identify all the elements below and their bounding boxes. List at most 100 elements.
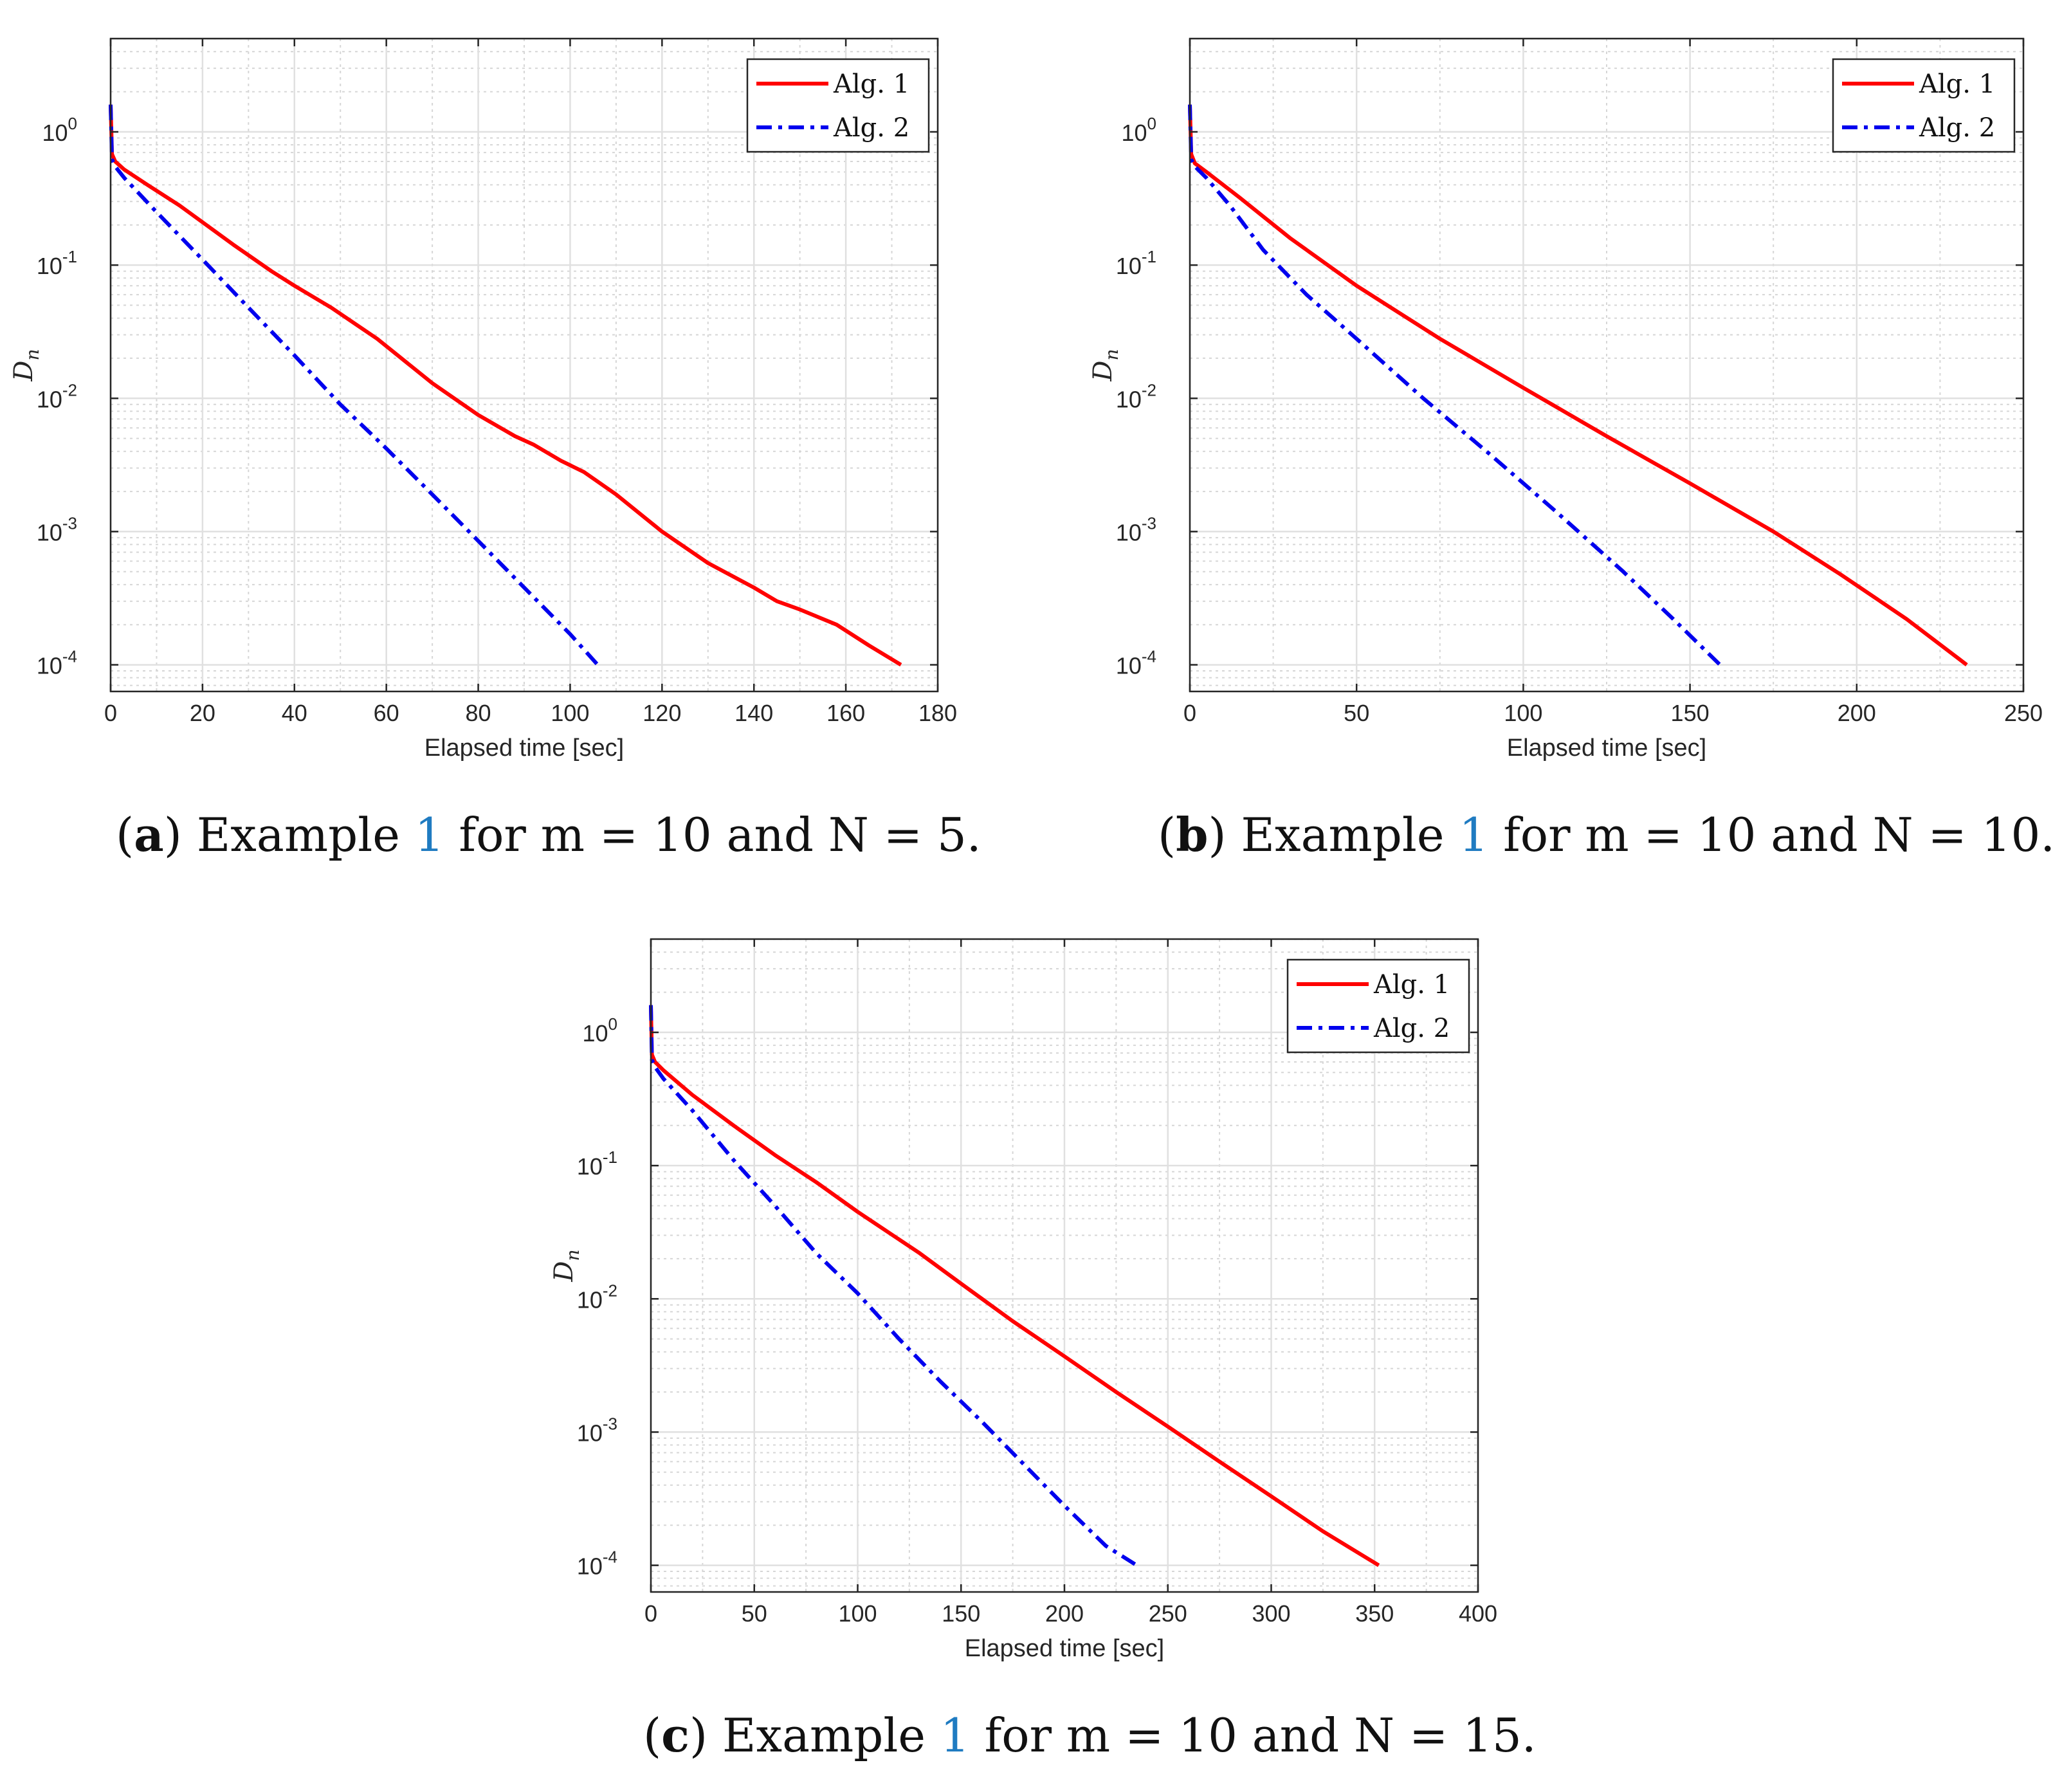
y-tick-label: 10-3 bbox=[37, 513, 77, 545]
x-tick-label: 140 bbox=[735, 700, 773, 726]
legend-label-1: Alg. 1 bbox=[1919, 69, 1995, 99]
x-tick-label: 60 bbox=[374, 700, 399, 726]
series-line-2 bbox=[1188, 104, 1722, 666]
y-tick-exponent: 0 bbox=[68, 114, 77, 133]
y-axis-label: Dn bbox=[1088, 349, 1122, 381]
caption-a: (a) Example 1 for m = 10 and N = 5. bbox=[116, 807, 981, 862]
y-tick-base: 10 bbox=[1116, 253, 1142, 279]
y-tick-label: 10-1 bbox=[1116, 247, 1156, 279]
y-tick-label: 100 bbox=[582, 1014, 617, 1047]
y-tick-exponent: -4 bbox=[62, 647, 77, 666]
caption-a-pre: Example bbox=[196, 808, 400, 862]
legend-box bbox=[746, 58, 930, 153]
y-tick-exponent: -4 bbox=[1142, 647, 1156, 666]
x-tick-label: 150 bbox=[942, 1600, 980, 1627]
y-tick-base: 10 bbox=[37, 386, 62, 412]
legend-label-1: Alg. 1 bbox=[1373, 970, 1450, 1000]
series-line-1 bbox=[649, 1005, 1380, 1568]
x-axis-label: Elapsed time [sec] bbox=[1507, 735, 1706, 762]
caption-b-pre: Example bbox=[1241, 808, 1445, 862]
y-tick-base: 10 bbox=[577, 1420, 603, 1446]
x-tick-label: 50 bbox=[1344, 700, 1369, 726]
y-tick-exponent: -3 bbox=[62, 513, 77, 533]
y-tick-label: 10-1 bbox=[37, 247, 77, 279]
y-tick-exponent: -2 bbox=[62, 380, 77, 399]
legend-label-2: Alg. 2 bbox=[1373, 1014, 1450, 1043]
y-tick-base: 10 bbox=[1116, 653, 1142, 679]
y-tick-exponent: 0 bbox=[608, 1014, 617, 1034]
y-tick-label: 100 bbox=[1121, 114, 1156, 146]
chart-c-svg: 0 50 100 150 200 250 300 350 40010010-110-210-31… bbox=[549, 938, 1497, 1662]
caption-b-post: for m = 10 and N = 10. bbox=[1503, 808, 2053, 862]
x-tick-label: 0 bbox=[644, 1600, 657, 1627]
y-tick-label: 10-3 bbox=[577, 1414, 617, 1446]
y-tick-exponent: -1 bbox=[62, 247, 77, 266]
y-tick-label: 100 bbox=[42, 114, 77, 146]
y-tick-label: 10-3 bbox=[1116, 513, 1156, 545]
y-tick-base: 10 bbox=[582, 1020, 608, 1047]
y-tick-exponent: -2 bbox=[603, 1281, 617, 1300]
y-axis-label: Dn bbox=[9, 349, 43, 381]
legend: Alg. 1 Alg. 2 bbox=[1832, 58, 2016, 153]
y-tick-base: 10 bbox=[1116, 386, 1142, 412]
y-tick-label: 10-4 bbox=[577, 1548, 617, 1580]
x-tick-label: 0 bbox=[104, 700, 117, 726]
x-tick-label: 300 bbox=[1252, 1600, 1290, 1627]
y-tick-exponent: -1 bbox=[603, 1147, 617, 1167]
caption-c-ref-link[interactable]: 1 bbox=[940, 1708, 970, 1762]
x-tick-label: 200 bbox=[1045, 1600, 1084, 1627]
legend: Alg. 1 Alg. 2 bbox=[746, 58, 930, 153]
y-axis-label-main: D bbox=[9, 360, 39, 381]
y-tick-base: 10 bbox=[42, 120, 68, 146]
legend-box bbox=[1286, 958, 1470, 1054]
caption-b: (b) Example 1 for m = 10 and N = 10. bbox=[1158, 807, 2053, 862]
axes-box bbox=[109, 37, 939, 693]
y-tick-label: 10-4 bbox=[37, 647, 77, 679]
x-tick-label: 80 bbox=[466, 700, 491, 726]
y-tick-label: 10-2 bbox=[37, 380, 77, 412]
caption-b-letter: b bbox=[1176, 807, 1209, 862]
x-tick-label: 100 bbox=[1504, 700, 1542, 726]
chart-panel-c: 0 50 100 150 200 250 300 350 400 100 10-1 10-2 10-3 1… bbox=[540, 901, 1544, 1762]
x-tick-label: 200 bbox=[1838, 700, 1876, 726]
legend: Alg. 1 Alg. 2 bbox=[1286, 958, 1470, 1054]
caption-c-post: for m = 10 and N = 15. bbox=[984, 1708, 1537, 1762]
y-axis-label: Dn bbox=[549, 1249, 583, 1282]
x-tick-label: 20 bbox=[190, 700, 215, 726]
x-tick-label: 400 bbox=[1459, 1600, 1497, 1627]
y-tick-base: 10 bbox=[37, 519, 62, 545]
x-tick-label: 100 bbox=[551, 700, 589, 726]
y-tick-exponent: -3 bbox=[603, 1414, 617, 1433]
x-axis-label: Elapsed time [sec] bbox=[424, 735, 624, 762]
caption-a-letter: a bbox=[134, 807, 164, 862]
x-tick-label: 180 bbox=[918, 700, 957, 726]
x-tick-label: 120 bbox=[643, 700, 681, 726]
series-line-1 bbox=[109, 104, 902, 667]
legend-label-1: Alg. 1 bbox=[833, 69, 909, 99]
series-line-2 bbox=[109, 104, 599, 666]
series-line-2 bbox=[649, 1005, 1138, 1568]
caption-a-ref-link[interactable]: 1 bbox=[414, 808, 444, 862]
y-tick-base: 10 bbox=[1116, 519, 1142, 545]
x-tick-label: 160 bbox=[826, 700, 865, 726]
y-axis-label-sub: n bbox=[562, 1249, 583, 1261]
chart-b-svg: 0 50 100 150 200 25010010-110-210-310-4Elapse… bbox=[1088, 37, 2043, 762]
caption-b-ref-link[interactable]: 1 bbox=[1459, 808, 1489, 862]
x-tick-label: 0 bbox=[1183, 700, 1196, 726]
y-axis-label-main: D bbox=[1088, 360, 1118, 381]
caption-a-post: for m = 10 and N = 5. bbox=[459, 808, 981, 862]
caption-c-pre: Example bbox=[722, 1708, 926, 1762]
legend-label-2: Alg. 2 bbox=[1919, 113, 1995, 143]
chart-panel-a: 0 20 40 60 80 100 120 140 160 180 100 10-1 10-2 10-3 1… bbox=[0, 0, 1003, 862]
x-tick-label: 250 bbox=[2004, 700, 2043, 726]
y-tick-label: 10-2 bbox=[577, 1281, 617, 1313]
chart-a-svg: 0 20 40 60 80 100 120 140 160 18010010-110-210-31… bbox=[9, 37, 957, 762]
y-axis-label-sub: n bbox=[22, 349, 43, 360]
y-axis-label-sub: n bbox=[1101, 349, 1122, 360]
y-tick-base: 10 bbox=[37, 653, 62, 679]
x-tick-label: 50 bbox=[742, 1600, 767, 1627]
caption-c: (c) Example 1 for m = 10 and N = 15. bbox=[643, 1708, 1537, 1762]
y-tick-label: 10-4 bbox=[1116, 647, 1156, 679]
y-tick-label: 10-1 bbox=[577, 1147, 617, 1180]
x-tick-label: 150 bbox=[1671, 700, 1710, 726]
